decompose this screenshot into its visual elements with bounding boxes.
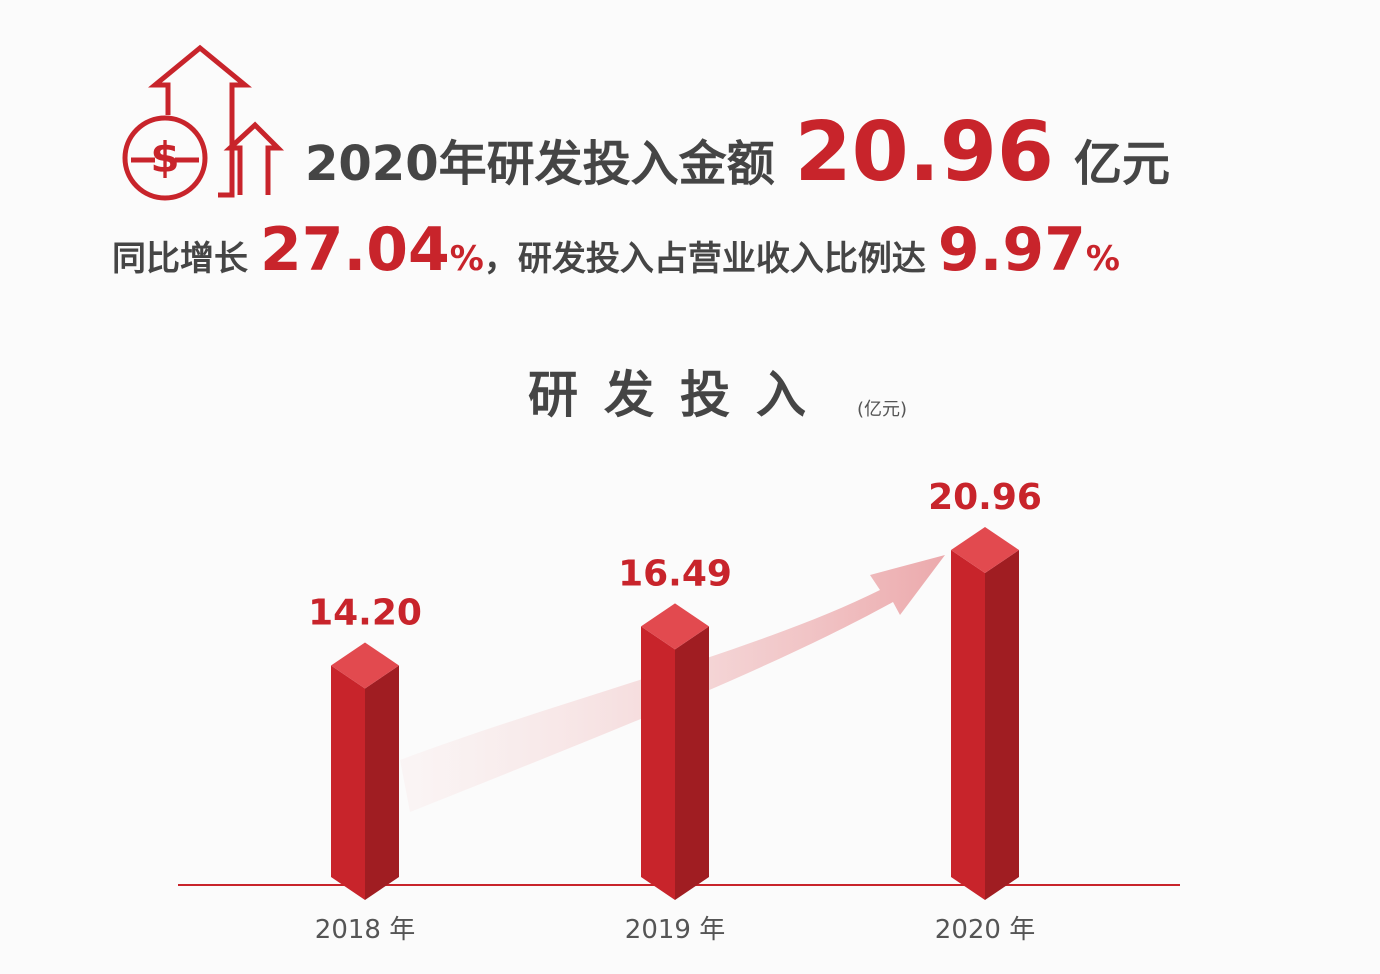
- subline-lead: 同比增长: [112, 239, 248, 279]
- bar-side: [365, 665, 399, 900]
- bar-side: [985, 550, 1019, 900]
- value-label: 14.20: [308, 592, 422, 633]
- chart-unit: (亿元): [857, 399, 907, 420]
- x-tick-label: 2019 年: [625, 915, 725, 945]
- svg-text:$: $: [150, 133, 179, 182]
- headline-lead: 2020年研发投入金额: [305, 136, 775, 192]
- ratio-unit: %: [1085, 239, 1120, 279]
- subline: 同比增长 27.04 % ，研发投入占营业收入比例达 9.97 %: [112, 215, 1120, 285]
- chart-title: 研发投入: [528, 366, 832, 424]
- value-label: 20.96: [928, 477, 1042, 518]
- headline-amount: 20.96: [794, 105, 1054, 200]
- bar-top: [951, 527, 1019, 573]
- bar-top: [641, 603, 709, 650]
- headline-unit: 亿元: [1073, 136, 1170, 192]
- x-tick-label: 2018 年: [315, 915, 415, 945]
- headline: 2020年研发投入金额 20.96 亿元: [305, 105, 1170, 200]
- subline-middle: ，研发投入占营业收入比例达: [483, 239, 926, 279]
- bar-top: [331, 642, 399, 689]
- bar-side: [675, 626, 709, 900]
- bar-front: [641, 626, 675, 900]
- ratio-value: 9.97: [937, 215, 1086, 285]
- bars: 14.20 2018 年 16.49 2019 年 20.96 2020 年: [308, 477, 1042, 945]
- bar-front: [951, 550, 985, 900]
- x-tick-label: 2020 年: [935, 915, 1035, 945]
- value-label: 16.49: [618, 553, 732, 594]
- growth-value: 27.04: [260, 215, 450, 285]
- icon: $: [122, 44, 285, 201]
- bar-front: [331, 665, 365, 900]
- growth-unit: %: [449, 239, 484, 279]
